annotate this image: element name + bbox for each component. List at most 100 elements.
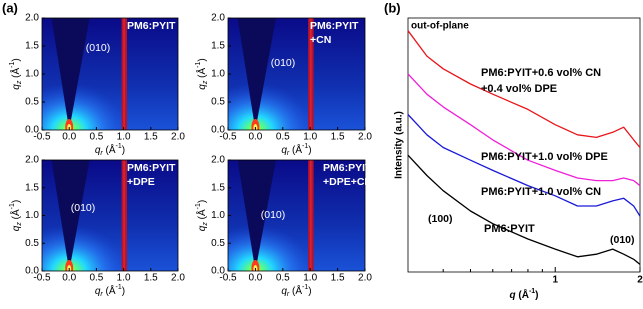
curve-label: PM6:PYIT+0.6 vol% CN [481,67,601,79]
axis-label-part: (Å [289,143,302,156]
axis-label: qr (Å-1) [281,284,311,299]
axis-label: qz (Å-1) [195,58,210,89]
scattering-glow [228,224,313,271]
axis-label: qr (Å-1) [95,284,125,299]
x-tick-label: 2 [637,275,643,286]
y-tick-label: 0.5 [25,238,39,249]
detector-image [42,160,178,271]
axis-label-part: (Å [516,288,529,301]
y-tick-label: 0.5 [211,97,225,108]
axis-label: qr (Å-1) [281,143,311,158]
axis-label: q (Å-1) [509,288,538,301]
panel-label: (b) [384,0,401,15]
axis-label-part: q [95,145,101,156]
y-tick-label: 0.0 [211,125,225,136]
x-tick-label: 2.0 [171,132,185,143]
scattering-glow [42,82,127,130]
axis-label-part: (Å [195,68,208,81]
axis-label-part: ) [122,145,125,156]
axis-label-part: (Å [289,284,302,297]
axis-label-part: q [509,290,515,301]
x-tick-label: -0.5 [219,132,237,143]
ring-stripe-core [309,160,312,271]
y-tick-label: 1.0 [25,210,39,221]
axis-label-part: z [16,80,23,85]
missing-wedge [237,160,276,271]
axis-label-part: (Å [195,209,208,222]
axis-label-part: r [100,291,103,298]
y-tick-label: 2.0 [25,13,39,24]
x-tick-label: 1.0 [303,273,317,284]
peak-label: (010) [86,42,111,54]
peak-label: (010) [610,234,635,246]
curve-label: PM6:PYIT+1.0 vol% DPE [481,151,608,163]
y-tick-label: 1.5 [211,41,225,52]
axis-label-part: ) [308,145,311,156]
x-tick-label: 0.5 [276,132,290,143]
missing-wedge [51,18,90,130]
curve-label: +0.4 vol% DPE [481,83,557,95]
curve-label: PM6:PYIT [484,223,535,235]
axis-frame [407,17,641,273]
missing-wedge [237,18,276,130]
x-tick-label: -0.5 [33,132,51,143]
axis-label-part: q [197,84,208,90]
x-tick-label: -0.5 [219,273,237,284]
ring-stripe-core [309,18,312,130]
x-tick-label: 1.0 [303,132,317,143]
intensity-curve [407,30,641,148]
sample-label: +CN [310,34,331,46]
sample-label: PM6:PYIT [323,162,372,174]
x-tick-label: 0.0 [62,273,76,284]
axis-label-part: z [202,222,209,227]
x-tick-label: 1.5 [144,273,158,284]
x-tick-label: 0.5 [89,273,103,284]
peak-label: (100) [428,213,453,225]
axis-label-part: z [202,80,209,85]
x-tick-label: 2.0 [358,273,372,284]
peak-label: (010) [71,202,96,214]
detector-image [42,18,178,130]
y-tick-label: 1.0 [25,69,39,80]
x-tick-label: 0.0 [62,132,76,143]
axis-label-part: ) [197,58,208,61]
axis-label-part: r [287,150,290,157]
axis-label: qz (Å-1) [9,200,24,231]
axis-label-part: -1 [195,203,202,209]
missing-wedge [51,160,90,271]
axis-label-part: -1 [529,288,535,295]
axis-label-part: -1 [9,62,16,68]
detector-image [228,160,365,271]
y-tick-label: 1.5 [25,41,39,52]
axis-label-part: r [287,291,290,298]
axis-label: qz (Å-1) [195,200,210,231]
y-tick-label: 1.0 [211,210,225,221]
plot-title: out-of-plane [411,21,469,32]
y-axis-label: Intensity (a.u.) [394,111,405,179]
y-tick-label: 2.0 [25,155,39,166]
curve-label: PM6:PYIT+1.0 vol% CN [481,186,601,198]
y-tick-label: 0.0 [25,125,39,136]
peak-label: (010) [261,209,286,221]
x-tick-label: 0.0 [248,132,262,143]
x-tick-label: 1 [552,275,558,286]
scattering-glow [42,224,127,271]
axis-label-part: q [95,286,101,297]
x-tick-label: 0.5 [89,132,103,143]
axis-label-part: -1 [302,284,308,291]
axis-label-part: -1 [9,203,16,209]
axis-label-part: ) [535,290,538,301]
axis-label-part: ) [308,286,311,297]
panel-label: (a) [2,0,18,15]
x-tick-label: 0.5 [276,273,290,284]
detector-image [228,18,365,130]
axis-label-part: ) [11,200,22,203]
axis-label-part: q [11,225,22,231]
axis-label-part: -1 [116,143,122,150]
y-tick-label: 0.5 [25,97,39,108]
ring-stripe-core [123,18,126,130]
y-tick-label: 0.0 [211,266,225,277]
x-tick-label: 1.5 [331,132,345,143]
